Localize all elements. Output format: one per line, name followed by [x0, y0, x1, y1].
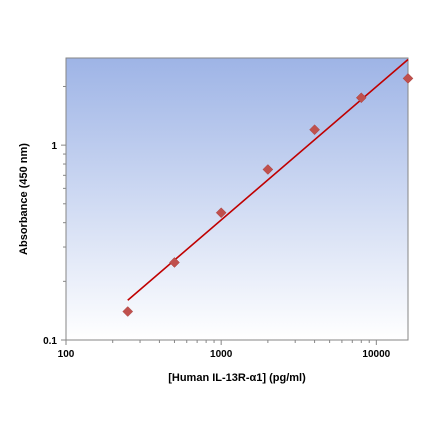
x-tick-label: 1000: [210, 349, 233, 360]
data-point: [309, 124, 320, 136]
x-axis-label: [Human IL-13R-α1] (pg/ml): [168, 372, 306, 384]
plot-area: [65, 57, 409, 341]
data-point: [402, 73, 414, 84]
x-axis-ticks: 100 1000 10000: [58, 340, 391, 360]
data-point: [262, 164, 274, 175]
data-point: [215, 207, 227, 219]
y-axis-ticks: 0.11: [43, 85, 66, 347]
data-point: [355, 92, 367, 104]
x-tick-label: 100: [58, 349, 75, 360]
y-tick-label: 0.1: [43, 336, 57, 347]
data-point: [169, 257, 180, 268]
data-points-layer: [122, 73, 414, 317]
x-tick-label: 10000: [362, 349, 390, 360]
y-axis-label: Absorbance (450 nm): [18, 143, 30, 255]
data-point: [122, 306, 134, 317]
y-tick-label: 1: [51, 141, 57, 152]
